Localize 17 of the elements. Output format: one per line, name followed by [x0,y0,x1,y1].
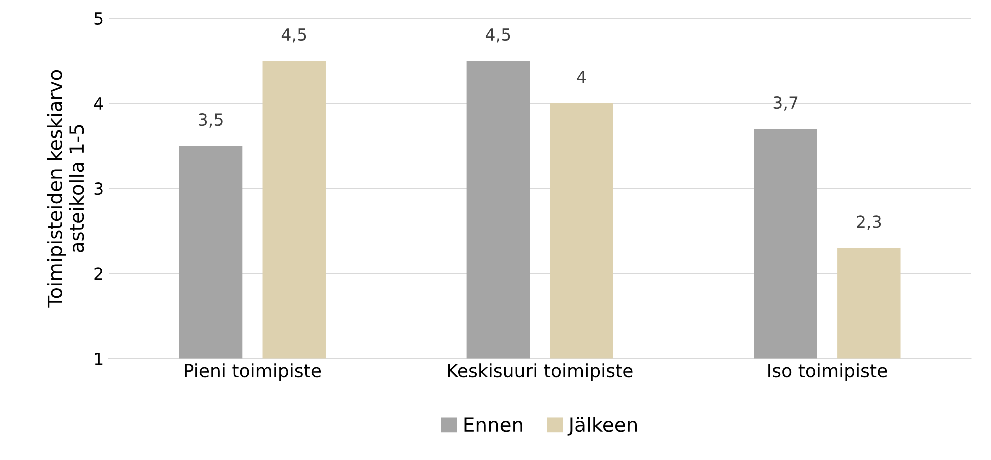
x-tick-label: Iso toimipiste [768,364,888,382]
legend-label: Ennen [464,418,522,432]
x-tick-label: Keskisuuri toimipiste [448,364,633,382]
y-axis-title: Toimipisteiden keskiarvo asteikolla 1-5 [47,70,84,308]
data-label: 2,3 [857,216,882,230]
data-label: 4,5 [486,28,510,43]
y-tick-label: 1 [95,352,103,366]
y-tick-label: 3 [94,182,103,196]
data-label: 4 [577,71,586,84]
y-tick-label: 5 [94,12,103,25]
legend-label: Jälkeen [568,417,638,436]
y-tick-label: 2 [94,268,102,280]
y-tick-label: 4 [94,98,104,110]
x-tick-label: Pieni toimipiste [185,364,322,382]
data-label: 3,7 [774,96,798,111]
data-label: 3,5 [199,114,223,128]
data-label: 4,5 [282,28,306,43]
